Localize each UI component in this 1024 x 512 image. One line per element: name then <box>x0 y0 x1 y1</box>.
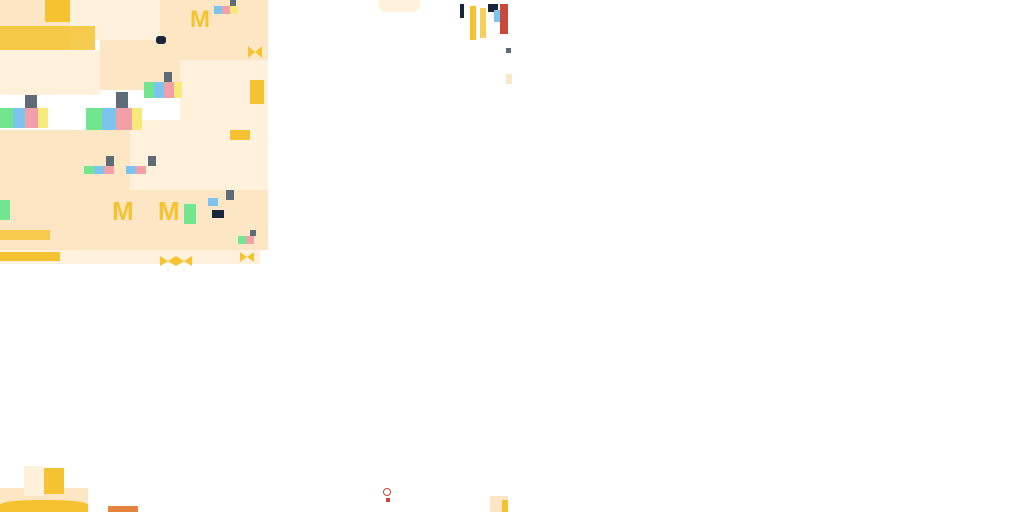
chair-icon <box>460 4 512 40</box>
atlas-tile <box>0 250 260 264</box>
atlas-mark <box>212 210 224 218</box>
m-arches-logo-icon: M <box>112 196 134 226</box>
gold-patch <box>230 130 250 140</box>
atlas-mark <box>506 74 512 84</box>
atlas-fragment <box>0 466 88 512</box>
atlas-mark <box>383 488 391 496</box>
atlas-fragment <box>378 0 420 12</box>
gold-patch <box>45 0 70 22</box>
atlas-mark <box>156 36 166 44</box>
gold-patch <box>0 252 60 261</box>
m-arches-logo-icon: M <box>158 196 180 226</box>
texture-atlas: M M M <box>0 0 268 268</box>
atlas-tile <box>0 190 268 250</box>
gold-patch <box>0 230 50 240</box>
atlas-mark <box>502 500 508 512</box>
atlas-mark <box>108 506 138 512</box>
gold-patch <box>250 80 264 104</box>
atlas-tile <box>0 50 100 95</box>
atlas-mark <box>386 498 390 502</box>
gold-patch <box>0 26 95 50</box>
m-arches-logo-icon: M <box>190 6 210 33</box>
atlas-mark <box>506 48 511 53</box>
